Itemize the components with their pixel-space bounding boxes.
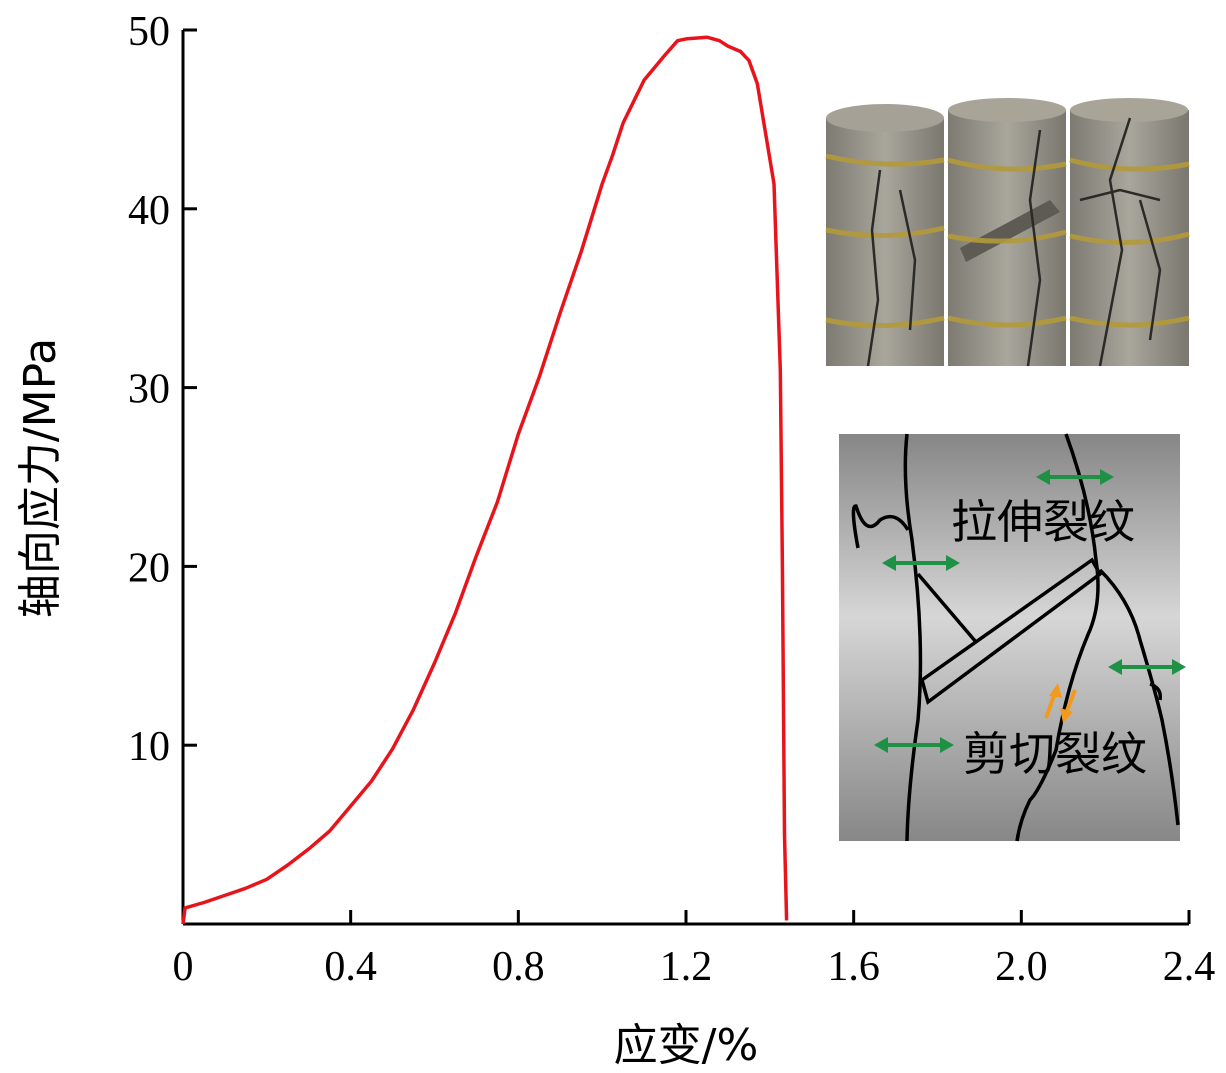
sample-photo-inset	[825, 98, 1190, 367]
x-tick-label: 0.8	[492, 944, 545, 990]
shear-arrow-icons	[1044, 683, 1077, 723]
x-tick-label: 0.4	[324, 944, 377, 990]
tension-arrow-icons	[874, 469, 1186, 753]
x-tick-label: 1.6	[827, 944, 880, 990]
series-layer	[181, 35, 789, 925]
x-ticks: 0 0.4 0.8 1.2 1.6 2.0 2.4	[173, 910, 1216, 990]
shear-crack-label: 剪切裂纹	[963, 727, 1147, 781]
y-tick-label: 50	[128, 9, 170, 55]
y-axis-title: 轴向应力/MPa	[15, 338, 66, 618]
axes: 0 0.4 0.8 1.2 1.6 2.0 2.4 10 20 30 40 50	[128, 9, 1215, 990]
x-tick-label: 2.0	[995, 944, 1048, 990]
x-tick-label: 1.2	[660, 944, 713, 990]
tension-crack-label: 拉伸裂纹	[951, 495, 1135, 549]
series-line-stress-strain	[181, 35, 789, 925]
x-tick-label: 0	[173, 944, 194, 990]
y-tick-label: 20	[128, 545, 170, 591]
y-tick-label: 40	[128, 188, 170, 234]
crack-schematic-inset: 拉伸裂纹 剪切裂纹	[839, 433, 1186, 842]
x-axis-title: 应变/%	[614, 1020, 759, 1071]
y-tick-label: 30	[128, 367, 170, 413]
x-tick-label: 2.4	[1163, 944, 1216, 990]
y-tick-label: 10	[128, 724, 170, 770]
y-ticks: 10 20 30 40 50	[128, 9, 197, 770]
